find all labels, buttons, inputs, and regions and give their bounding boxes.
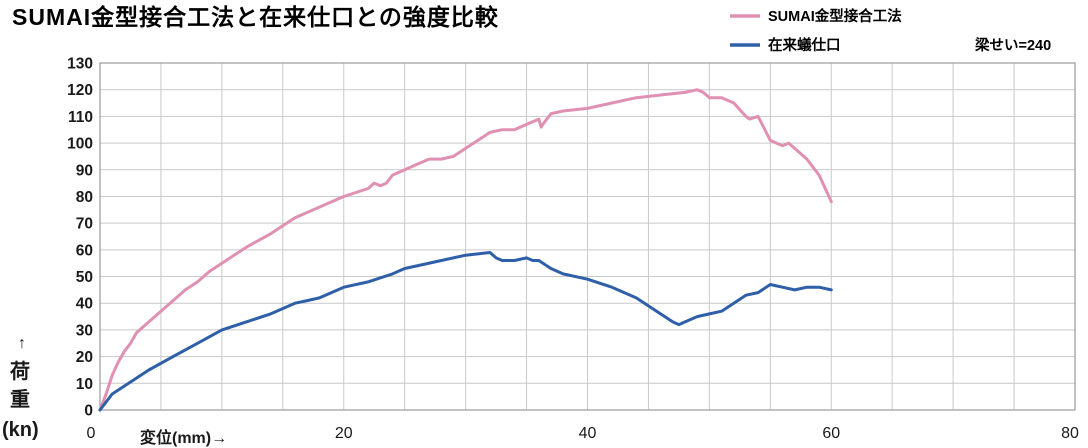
x-tick-label: 80 [1061, 425, 1079, 442]
series-line-traditional [98, 251, 833, 412]
x-axis-ticks: 0 20 40 60 80 [87, 425, 1079, 442]
series-lines [98, 88, 833, 412]
y-tick-label: 50 [76, 269, 93, 286]
y-tick-label: 120 [67, 82, 93, 99]
y-tick-label: 30 [76, 322, 93, 339]
y-axis-arrow: ↑ [18, 335, 26, 352]
series-line-sumai [98, 88, 833, 412]
y-tick-label: 100 [67, 136, 93, 153]
plot-frame [99, 62, 1076, 411]
legend-label-traditional: 在来蟻仕口 [768, 36, 841, 54]
legend: SUMAI金型接合工法 在来蟻仕口 梁せい=240 [730, 7, 1051, 54]
y-tick-label: 40 [76, 296, 93, 313]
y-tick-label: 80 [76, 189, 93, 206]
chart-title: SUMAI金型接合工法と在来仕口との強度比較 [12, 4, 499, 30]
y-tick-label: 0 [84, 403, 93, 420]
y-tick-label: 110 [68, 109, 93, 126]
x-axis-label: 変位(mm)→ [140, 428, 227, 447]
x-tick-label: 40 [579, 425, 597, 442]
y-tick-label: 70 [76, 216, 93, 233]
y-axis-unit: (kn) [2, 419, 39, 441]
y-tick-label: 20 [76, 349, 93, 366]
y-tick-label: 130 [67, 56, 93, 73]
x-tick-label: 0 [87, 425, 96, 442]
y-axis-label-char-1: 荷 [10, 359, 30, 383]
x-tick-label: 60 [822, 425, 840, 442]
beam-depth-note: 梁せい=240 [974, 36, 1051, 54]
gridlines [100, 63, 1075, 410]
y-tick-label: 90 [76, 162, 93, 179]
y-axis-label: ↑ 荷 重 (kn) [2, 335, 39, 441]
y-axis-label-char-2: 重 [10, 388, 30, 411]
x-tick-label: 20 [335, 425, 353, 442]
legend-label-sumai: SUMAI金型接合工法 [768, 7, 902, 25]
y-tick-label: 60 [76, 242, 93, 259]
y-axis-ticks: 0 10 20 30 40 50 60 70 80 90 100 110 120 130 [67, 56, 93, 420]
y-tick-label: 10 [76, 376, 93, 393]
